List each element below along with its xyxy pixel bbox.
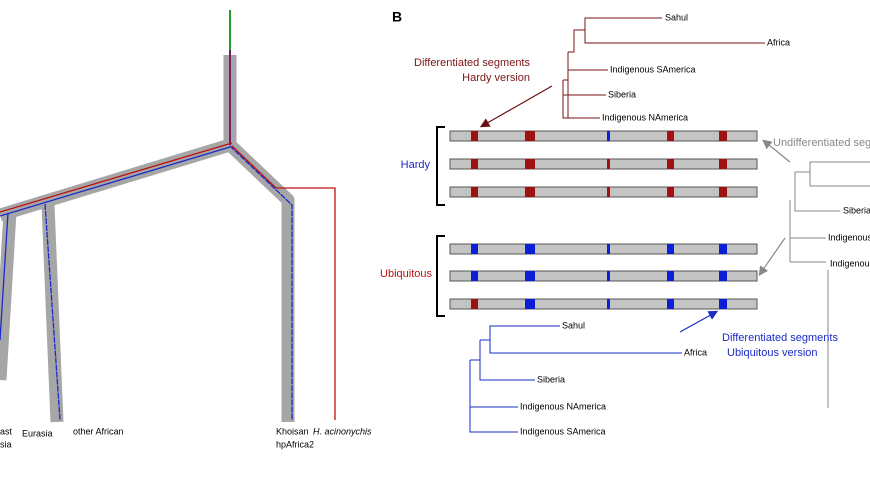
note: Ubiquitous version: [727, 347, 818, 359]
lineage: [0, 146, 231, 217]
genome-bar: [449, 186, 758, 198]
note: Undifferentiated seg: [773, 137, 870, 149]
leaf-label: Indigenous SAmerica: [610, 64, 696, 74]
lineage: [0, 142, 233, 213]
leaf-label: hpAfrica2: [276, 439, 314, 449]
arrow: [758, 237, 786, 276]
leaf-label: Indigenous NAmerica: [602, 112, 688, 122]
leaf-label: Siberia: [537, 374, 565, 384]
leaf-label: Siberia: [843, 205, 870, 215]
arrow: [762, 139, 791, 163]
leaf-label: Siberia: [608, 89, 636, 99]
panel-b: B Sahul Africa Indigenous SAmerica Siber…: [380, 9, 870, 436]
note: Hardy version: [462, 72, 530, 84]
arrow: [479, 85, 553, 128]
hardy-bars: [449, 130, 758, 198]
leaf-label: Sahul: [562, 320, 585, 330]
leaf-label: Khoisan: [276, 426, 309, 436]
tree-band: [0, 55, 237, 222]
leaf-label: other African: [73, 426, 124, 436]
bracket: [436, 126, 445, 206]
leaf-label: Indigenous SAmerica: [520, 426, 606, 436]
lineage: [229, 145, 293, 420]
genome-bar: [449, 270, 758, 282]
genome-bar: [449, 243, 758, 255]
lineage: [44, 203, 61, 421]
leaf-label: ast: [0, 426, 13, 436]
genome-bar: [449, 298, 758, 310]
leaf-label: Africa: [684, 347, 707, 357]
tree-band: [225, 140, 295, 422]
genome-bar: [449, 158, 758, 170]
leaf-label: Indigenous NAmerica: [520, 401, 606, 411]
note: Differentiated segments: [414, 57, 530, 69]
leaf-label: Eurasia: [22, 428, 53, 438]
leaf-label: Sahul: [665, 12, 688, 22]
leaf-label: Indigenous: [828, 232, 870, 242]
tree: [562, 17, 765, 119]
arrow: [679, 310, 719, 333]
genome-bar: [449, 130, 758, 142]
leaf-label: Indigenous: [830, 258, 870, 268]
panel-a: ast sia Eurasia other African Khoisan H.…: [0, 10, 372, 449]
lineage: [0, 212, 9, 341]
lineage: [231, 145, 336, 420]
ubiquitous-bars: [449, 243, 758, 310]
group-label: Hardy: [401, 159, 431, 171]
leaf-label: sia: [0, 439, 12, 449]
group-label: Ubiquitous: [380, 268, 432, 280]
panel-label: B: [392, 9, 402, 25]
tree: [469, 325, 682, 433]
tree: [789, 161, 870, 408]
leaf-label: H. acinonychis: [313, 426, 372, 436]
bracket: [436, 235, 445, 317]
tree-band: [0, 211, 17, 381]
note: Differentiated segments: [722, 332, 838, 344]
leaf-label: Africa: [767, 37, 790, 47]
